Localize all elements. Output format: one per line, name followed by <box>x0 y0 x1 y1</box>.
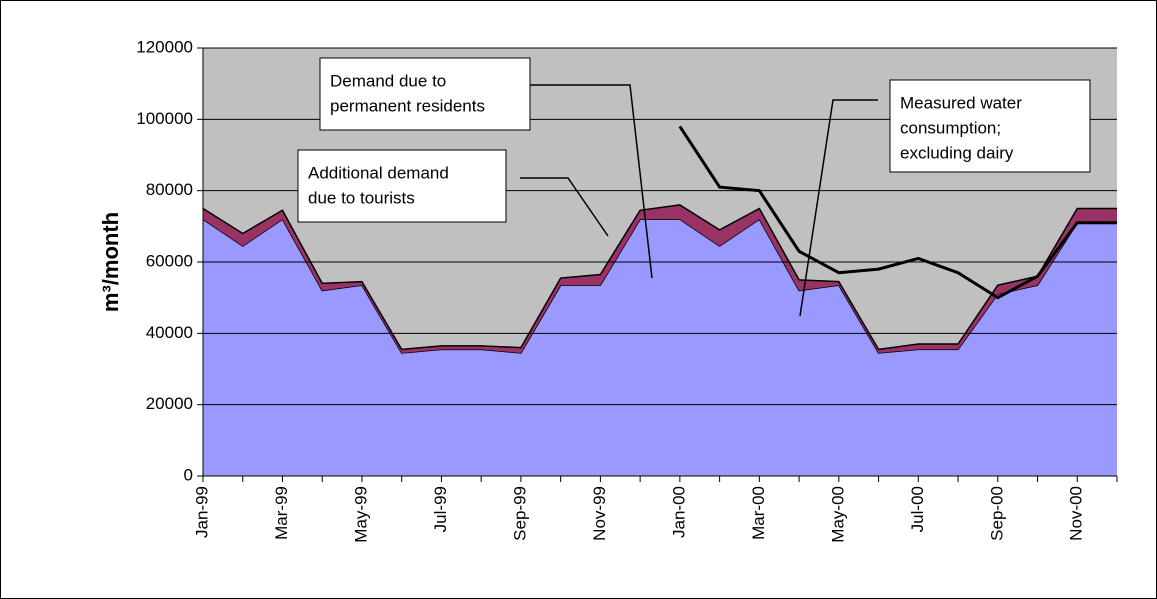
y-tick-label: 100000 <box>136 109 193 128</box>
y-tick-label: 120000 <box>136 37 193 56</box>
callout-line <box>799 99 878 317</box>
area-edge <box>202 204 1117 351</box>
x-tick-label: Nov-00 <box>1067 486 1086 541</box>
x-tick-label: Sep-00 <box>987 486 1006 541</box>
x-tick-label: May-00 <box>828 486 847 543</box>
y-tick-label: 20000 <box>146 394 193 413</box>
annotation-text: consumption; <box>900 118 1001 137</box>
y-tick-label: 40000 <box>146 323 193 342</box>
x-tick-label: Mar-99 <box>272 486 291 540</box>
annotation-text: excluding dairy <box>900 143 1014 162</box>
annotation-box <box>297 149 507 223</box>
x-tick-label: Jul-00 <box>908 486 927 532</box>
x-tick-label: Nov-99 <box>590 486 609 541</box>
x-tick-label: Jul-99 <box>431 486 450 532</box>
annotation-text: permanent residents <box>330 96 485 115</box>
y-tick-label: 0 <box>184 465 193 484</box>
annotation-text: Demand due to <box>330 71 446 90</box>
y-tick-label: 60000 <box>146 251 193 270</box>
x-tick-label: Jan-00 <box>669 486 688 538</box>
x-tick-label: Sep-99 <box>510 486 529 541</box>
x-tick-label: May-99 <box>351 486 370 543</box>
callout-line <box>530 84 653 279</box>
annotation-box <box>889 79 1091 173</box>
annotation-text: Measured water <box>900 93 1022 112</box>
y-axis-label: m³/month <box>98 212 123 312</box>
line <box>678 125 1117 300</box>
x-tick-label: Jan-99 <box>192 486 211 538</box>
annotation-text: Additional demand <box>308 163 449 182</box>
y-tick-label: 80000 <box>146 180 193 199</box>
callout-line <box>520 177 609 237</box>
area <box>203 219 1117 476</box>
annotation-box <box>319 57 531 131</box>
annotation-text: due to tourists <box>308 188 415 207</box>
x-tick-label: Mar-00 <box>749 486 768 540</box>
